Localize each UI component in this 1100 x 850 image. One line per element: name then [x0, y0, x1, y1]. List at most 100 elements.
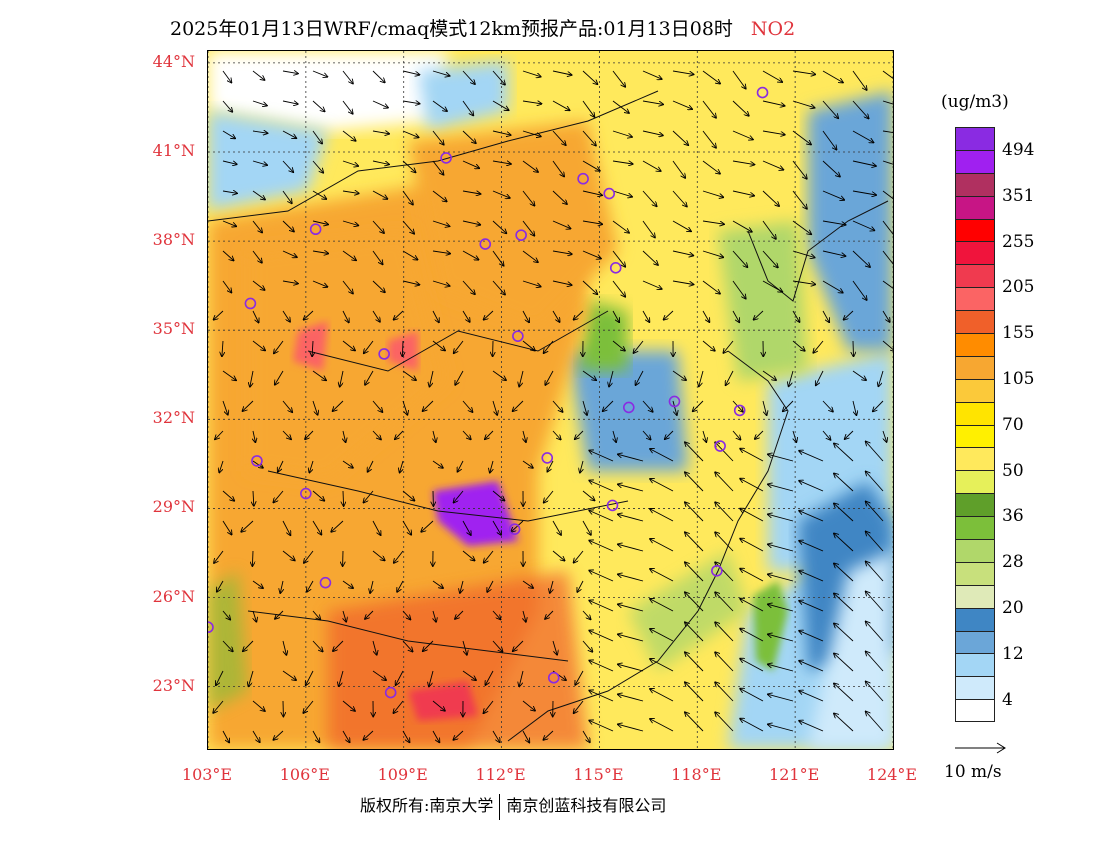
wind-arrow: [432, 280, 450, 286]
wind-arrow: [492, 640, 503, 652]
legend-label: 494: [1002, 139, 1035, 160]
wind-arrow: [582, 160, 600, 171]
lon-label: 115°E: [573, 765, 624, 784]
wind-arrow: [522, 220, 534, 236]
wind-arrow: [312, 370, 326, 380]
wind-arrow: [552, 70, 572, 75]
wind-arrow: [618, 454, 644, 462]
legend-label: 20: [1002, 597, 1024, 618]
wind-arrow: [312, 251, 328, 254]
wind-arrow: [740, 719, 764, 732]
wind-arrow: [402, 280, 419, 285]
wind-arrow: [312, 340, 313, 356]
wind-arrow: [577, 580, 584, 592]
wind-arrow: [740, 599, 764, 612]
wind-arrow: [455, 370, 464, 385]
wind-arrow: [822, 430, 831, 440]
wind-arrow: [762, 70, 782, 82]
wind-arrow: [312, 490, 324, 501]
wind-arrow: [882, 340, 893, 351]
wind-arrow: [432, 190, 447, 202]
wind-arrow: [740, 629, 764, 642]
wind-arrow: [582, 730, 590, 742]
wind-arrow: [222, 400, 228, 415]
wind-arrow: [342, 460, 353, 468]
legend-label: 351: [1002, 185, 1035, 206]
wind-arrow: [589, 601, 614, 612]
wind-arrow: [852, 100, 869, 118]
wind-arrow: [582, 70, 597, 84]
wind-arrow: [394, 310, 404, 320]
city-marker: [603, 187, 616, 200]
wind-arrow: [589, 451, 614, 462]
lon-label: 121°E: [769, 765, 820, 784]
wind-arrow: [732, 250, 747, 267]
wind-arrow: [462, 70, 475, 84]
wind-arrow: [834, 623, 854, 642]
wind-arrow: [613, 430, 616, 442]
wind-arrow: [492, 520, 501, 535]
wind-arrow: [402, 730, 410, 742]
wind-arrow: [642, 220, 655, 238]
wind-arrow: [612, 220, 629, 233]
wind-arrow: [342, 310, 349, 322]
wind-arrow: [522, 340, 535, 351]
wind-arrow: [222, 130, 235, 138]
wind-arrow: [589, 721, 614, 732]
wind-arrow: [462, 430, 471, 439]
wind-arrow: [222, 520, 232, 535]
wind-arrow: [432, 130, 444, 145]
wind-arrow: [642, 250, 658, 265]
wind-arrow: [672, 100, 692, 109]
wind-arrow: [715, 502, 734, 522]
wind-arrow: [685, 622, 704, 642]
wind-arrow: [462, 550, 475, 561]
wind-arrow: [799, 541, 824, 552]
legend-swatch: [955, 607, 995, 631]
wind-arrow: [715, 442, 734, 462]
wind-arrow: [249, 670, 254, 686]
city-marker: [541, 452, 554, 464]
wind-arrow: [740, 449, 764, 462]
wind-arrow: [552, 100, 570, 110]
wind-arrow: [609, 370, 614, 387]
wind-arrow: [792, 310, 800, 322]
wind-arrow: [544, 340, 554, 353]
wind-arrow: [702, 310, 709, 322]
city-marker: [622, 401, 635, 414]
legend-swatch: [955, 310, 995, 334]
wind-arrow: [275, 370, 284, 385]
wind-arrow: [252, 700, 265, 711]
wind-arrow: [485, 430, 494, 439]
wind-arrow: [882, 100, 893, 105]
city-marker: [609, 262, 622, 274]
wind-arrow: [762, 250, 778, 267]
wind-arrow: [702, 160, 720, 174]
wind-arrow: [432, 70, 450, 76]
wind-arrow: [612, 130, 632, 137]
wind-vectors: [213, 71, 893, 743]
wind-arrow: [282, 430, 291, 439]
wind-arrow: [342, 70, 353, 84]
wind-arrow: [799, 481, 824, 492]
wind-arrow: [252, 730, 260, 742]
wind-arrow: [253, 610, 256, 622]
wind-arrow: [402, 70, 419, 75]
wind-arrow: [432, 730, 439, 742]
wind-arrow: [222, 730, 229, 743]
wind-arrow: [768, 574, 794, 582]
wind-arrow: [280, 580, 283, 593]
wind-arrow: [582, 520, 591, 535]
wind-arrow: [685, 652, 704, 672]
wind-arrow: [582, 250, 601, 259]
wind-arrow: [582, 220, 602, 224]
wind-arrow: [582, 280, 597, 294]
wind-arrow: [575, 670, 584, 685]
wind-arrow: [217, 580, 224, 592]
wind-arrow: [455, 610, 464, 619]
wind-arrow: [822, 70, 843, 83]
wind-arrow: [866, 712, 884, 732]
wind-arrow: [852, 280, 867, 300]
legend-swatch: [955, 561, 995, 585]
wind-arrow: [547, 460, 554, 472]
